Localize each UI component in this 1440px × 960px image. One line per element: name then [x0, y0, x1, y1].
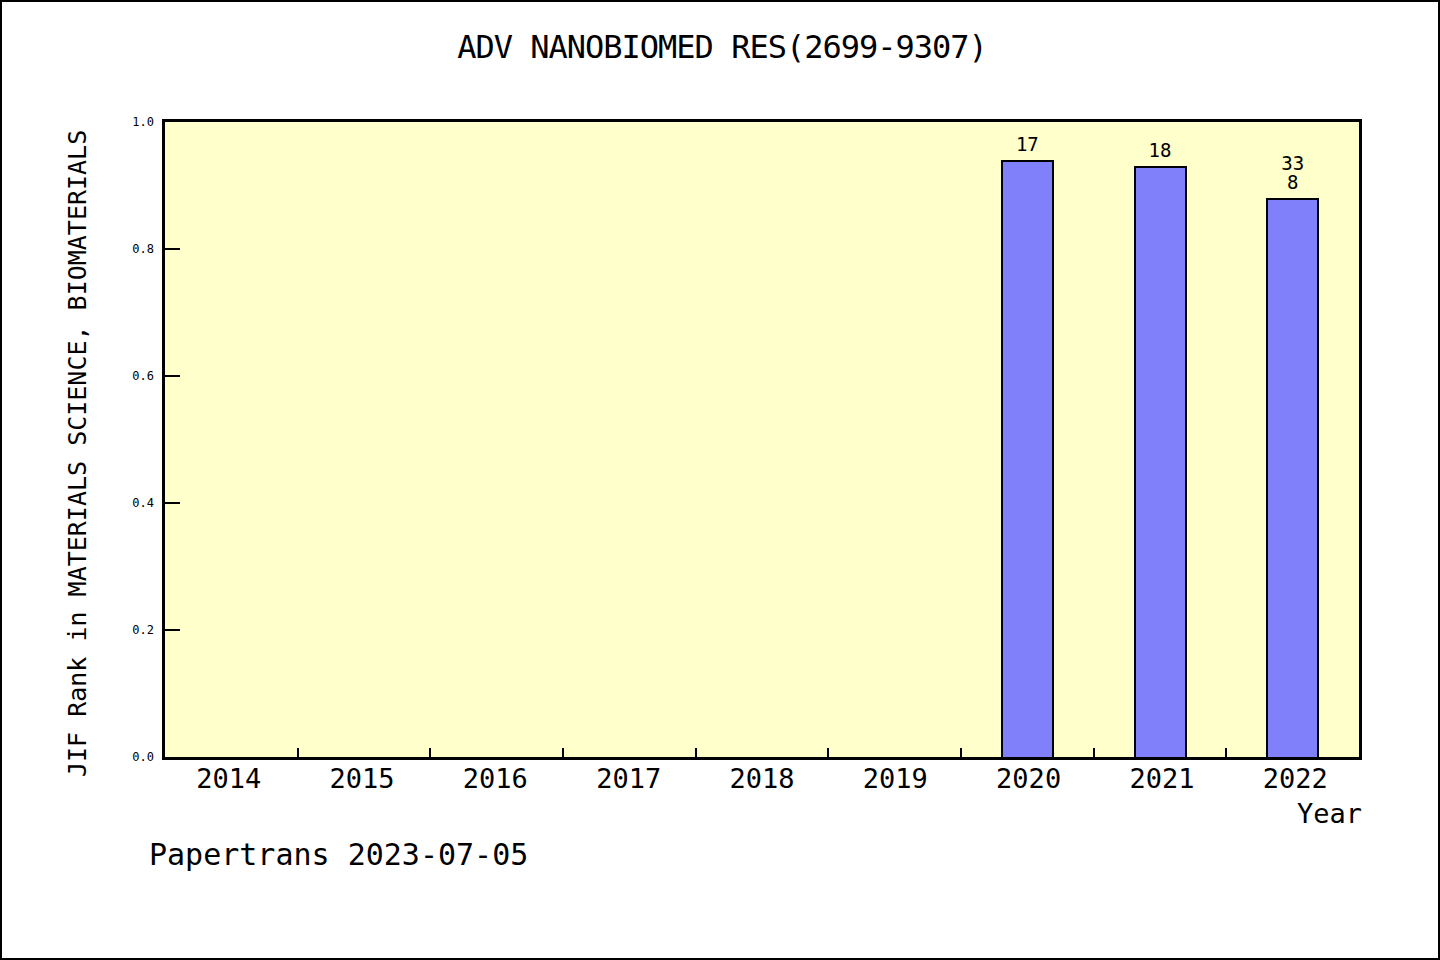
x-tick-mark [827, 748, 829, 757]
plot-inner: 171833 8 [165, 122, 1359, 757]
y-tick-mark [165, 629, 180, 631]
bar-value-label: 17 [961, 135, 1094, 154]
bar-2020 [1001, 160, 1054, 757]
bar-value-label: 33 8 [1226, 154, 1359, 192]
bar-value-label: 18 [1094, 141, 1227, 160]
x-category-label: 2017 [562, 763, 695, 794]
x-tick-mark [1093, 748, 1095, 757]
x-category-label: 2016 [429, 763, 562, 794]
plot-area: 171833 8 [162, 119, 1362, 760]
y-tick-label: 1.0 [100, 115, 154, 129]
x-category-label: 2022 [1229, 763, 1362, 794]
y-tick-mark [165, 248, 180, 250]
x-tick-mark [562, 748, 564, 757]
bar-2022 [1266, 198, 1319, 757]
x-category-label: 2014 [162, 763, 295, 794]
x-category-label: 2021 [1095, 763, 1228, 794]
x-tick-mark [429, 748, 431, 757]
x-category-label: 2019 [829, 763, 962, 794]
bar-2021 [1134, 166, 1187, 757]
x-tick-mark [297, 748, 299, 757]
x-category-label: 2018 [695, 763, 828, 794]
y-tick-label: 0.0 [100, 750, 154, 764]
x-category-label: 2015 [295, 763, 428, 794]
x-category-label: 2020 [962, 763, 1095, 794]
chart-page: ADV NANOBIOMED RES(2699-9307) JIF Rank i… [0, 0, 1440, 960]
y-tick-label: 0.8 [100, 242, 154, 256]
x-tick-mark [695, 748, 697, 757]
chart-title: ADV NANOBIOMED RES(2699-9307) [2, 28, 1440, 66]
y-tick-label: 0.6 [100, 369, 154, 383]
x-tick-mark [960, 748, 962, 757]
y-tick-label: 0.4 [100, 496, 154, 510]
x-axis-tick-labels: 201420152016201720182019202020212022 [162, 763, 1362, 794]
y-tick-label: 0.2 [100, 623, 154, 637]
y-tick-mark [165, 375, 180, 377]
x-axis-label: Year [1062, 798, 1362, 829]
x-tick-mark [1225, 748, 1227, 757]
y-axis-label: JIF Rank in MATERIALS SCIENCE, BIOMATERI… [50, 119, 104, 787]
watermark-text: Papertrans 2023-07-05 [149, 837, 528, 872]
y-tick-mark [165, 502, 180, 504]
